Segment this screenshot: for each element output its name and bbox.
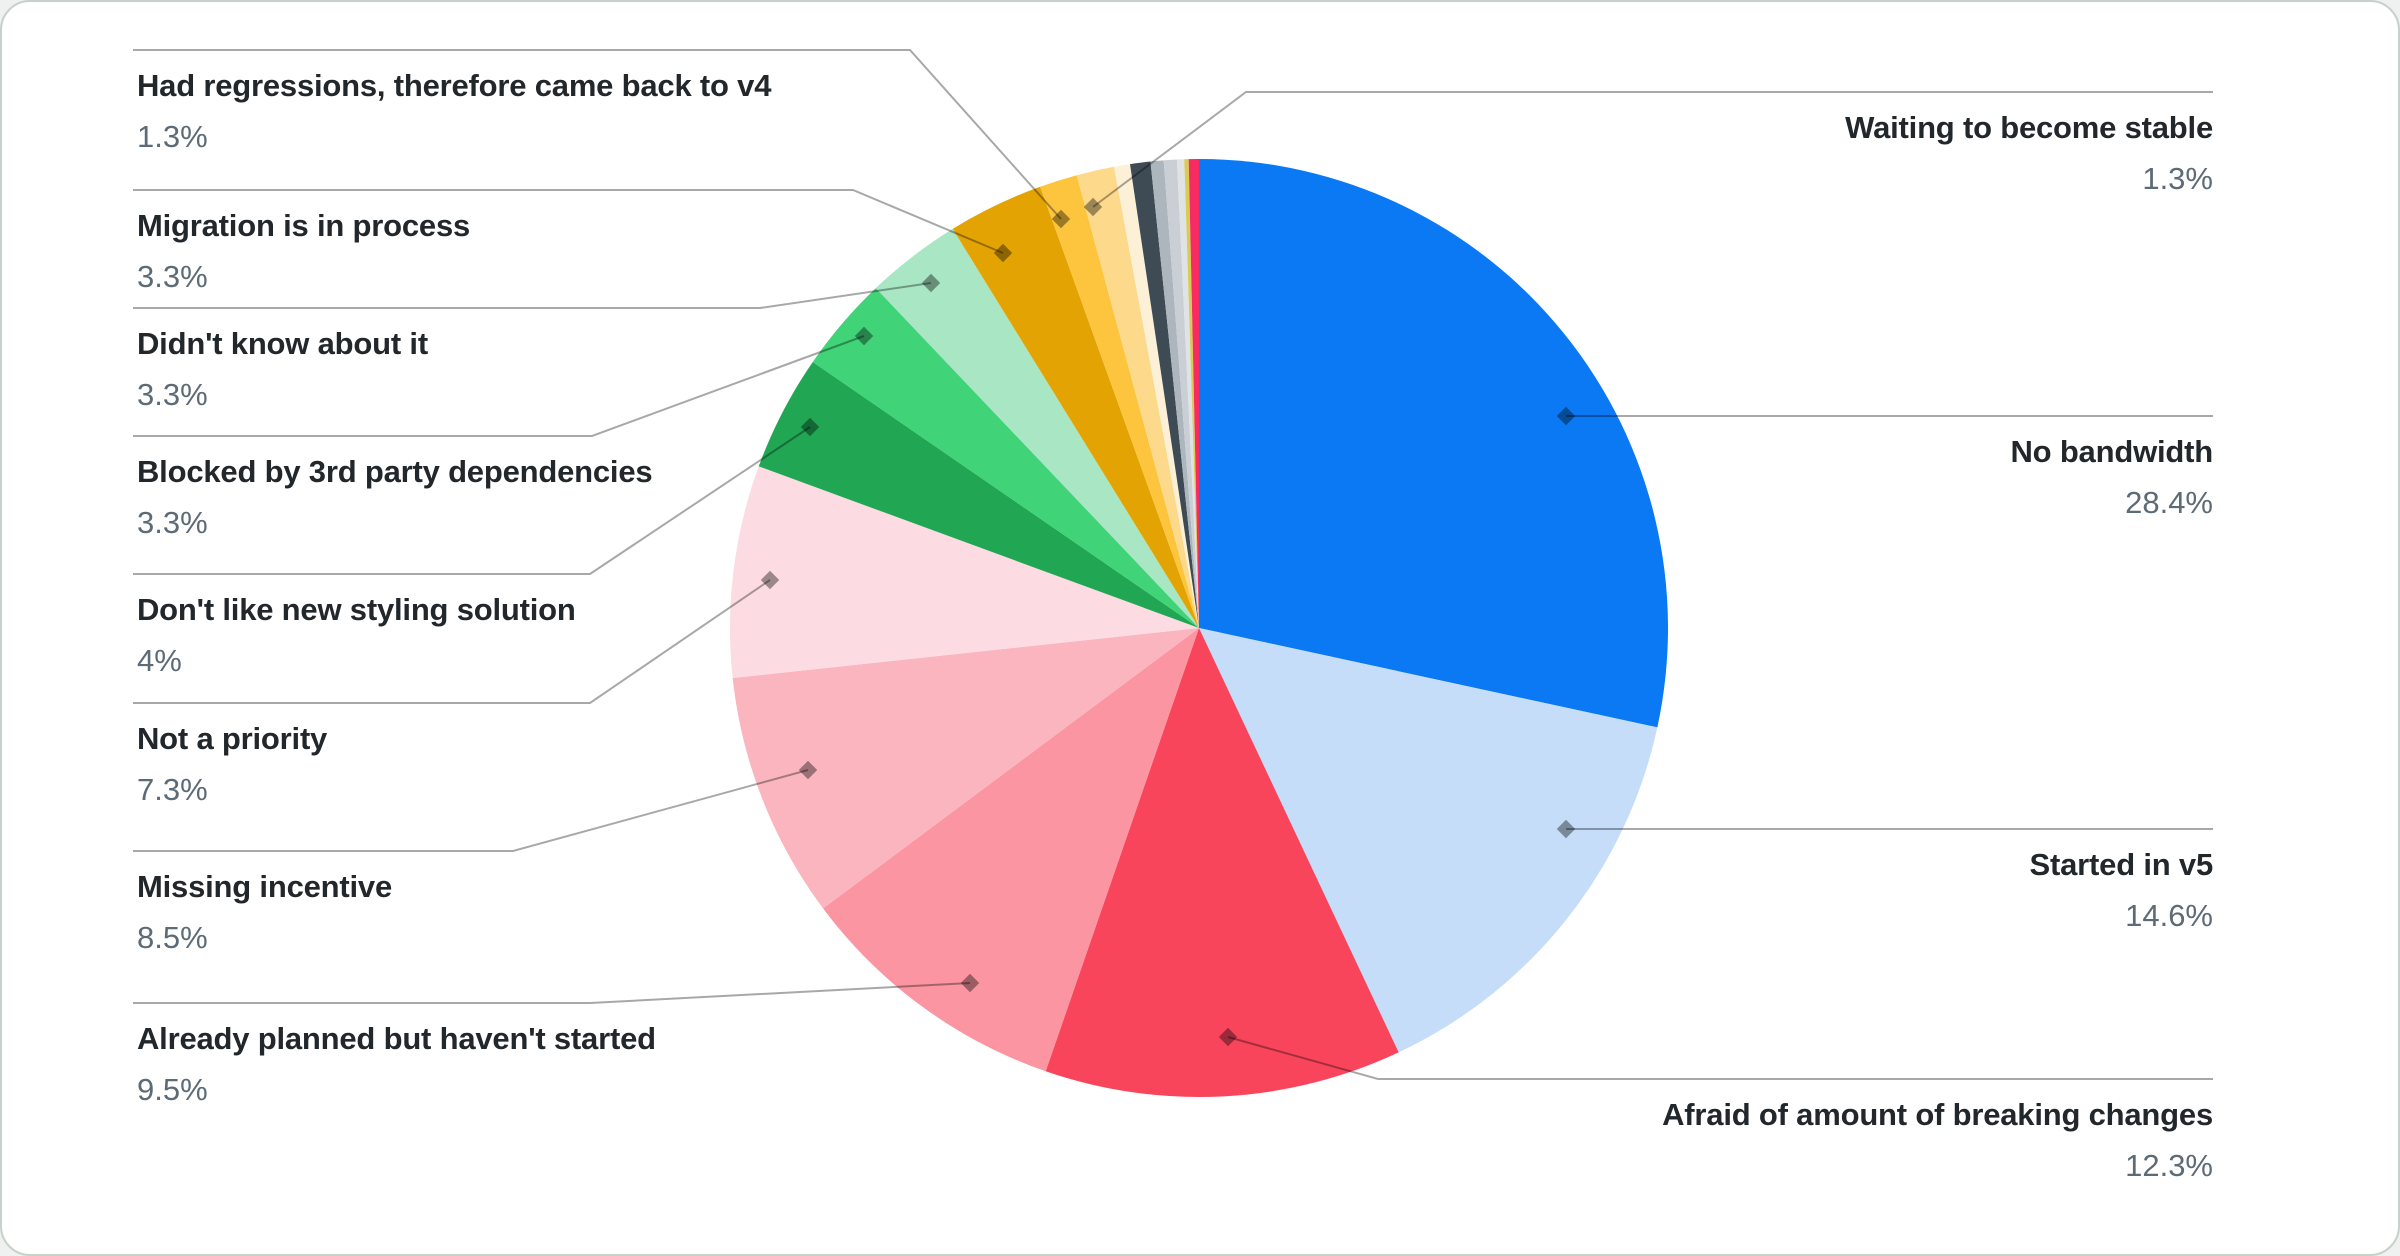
leader-line-had-regressions [133, 49, 1062, 220]
leader-line-migration-in-process [133, 189, 1004, 254]
marker-icon-started-in-v5 [1556, 819, 1576, 839]
pie-slice-unlabeled-16[interactable] [1176, 159, 1199, 629]
pie-slice-migration-in-process[interactable] [952, 186, 1199, 629]
marker-icon-migration-in-process [993, 243, 1013, 263]
leader-line-didnt-know [133, 282, 932, 309]
marker-icon-blocked-3rd-party [854, 326, 874, 346]
pie-slice-blocked-3rd-party[interactable] [812, 288, 1199, 628]
marker-icon-afraid-of-breaking-changes [1218, 1027, 1238, 1047]
leader-line-dont-like-styling [133, 426, 811, 575]
marker-icon-no-bandwidth [1556, 406, 1576, 426]
pie-slice-started-in-v5[interactable] [1199, 628, 1658, 1053]
pie-slice-not-a-priority[interactable] [729, 466, 1199, 678]
pie-slice-afraid-of-breaking-changes[interactable] [1045, 628, 1399, 1097]
marker-icon-didnt-know [921, 273, 941, 293]
marker-icon-waiting-stable [1083, 197, 1103, 217]
leader-line-waiting-stable [1092, 91, 2213, 208]
pie-slice-waiting-stable[interactable] [1076, 166, 1199, 628]
pie-slice-already-planned[interactable] [823, 628, 1199, 1072]
pie-slice-no-bandwidth[interactable] [1199, 159, 1669, 728]
pie-slice-missing-incentive[interactable] [732, 628, 1199, 909]
marker-icon-missing-incentive [798, 760, 818, 780]
pie-slice-unlabeled-17[interactable] [1184, 159, 1199, 629]
marker-icon-not-a-priority [760, 570, 780, 590]
marker-icon-already-planned [960, 973, 980, 993]
pie-slice-unlabeled-14[interactable] [1150, 160, 1199, 628]
leader-line-missing-incentive [133, 769, 809, 852]
pie-slice-unlabeled-18[interactable] [1188, 158, 1199, 628]
leader-line-blocked-3rd-party [133, 335, 865, 437]
pie-slice-dont-like-styling[interactable] [758, 361, 1199, 628]
marker-icon-dont-like-styling [800, 417, 820, 437]
leader-line-not-a-priority [133, 579, 771, 704]
pie-slice-didnt-know[interactable] [875, 228, 1199, 628]
marker-icon-had-regressions [1051, 209, 1071, 229]
pie-slice-unlabeled-13[interactable] [1130, 161, 1199, 628]
leader-line-already-planned [133, 982, 971, 1004]
pie-slices-group [729, 158, 1669, 1097]
leader-line-afraid-of-breaking-changes [1227, 1036, 2213, 1080]
pie-slice-unlabeled-12[interactable] [1114, 164, 1199, 628]
pie-slice-had-regressions[interactable] [1040, 175, 1199, 629]
leader-lines-group [133, 49, 2213, 1080]
pie-slice-unlabeled-15[interactable] [1163, 159, 1199, 628]
